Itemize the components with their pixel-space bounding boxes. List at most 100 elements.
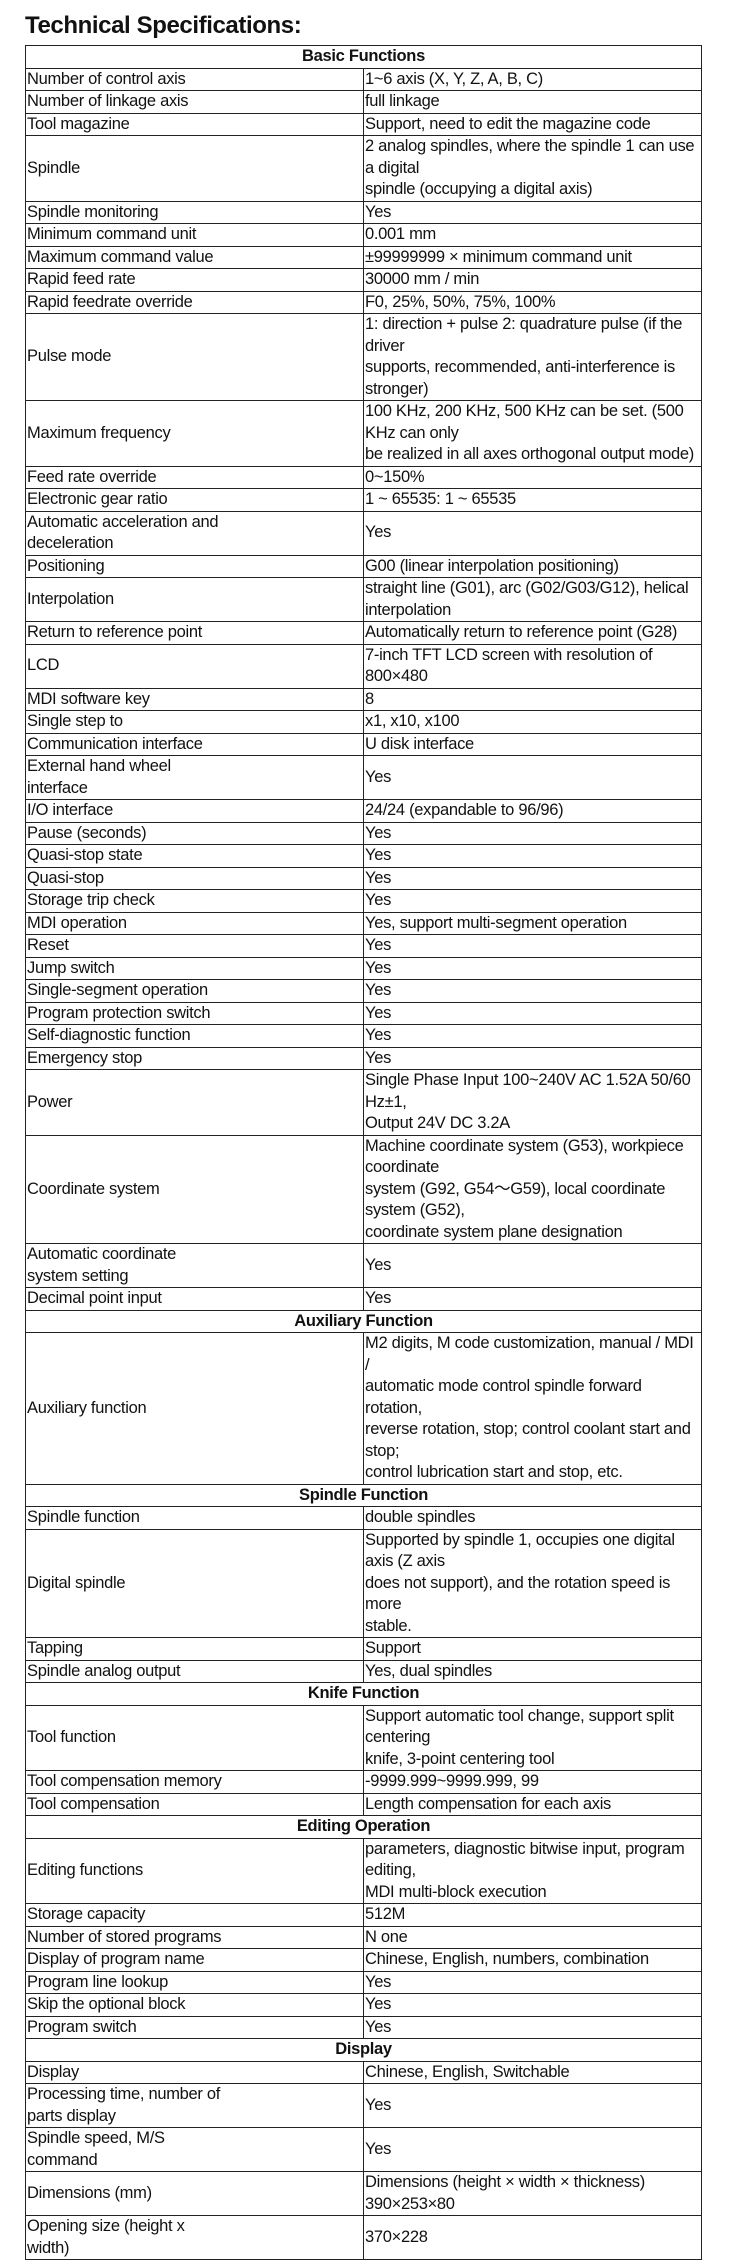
section-heading: Editing Operation: [25, 1815, 702, 1839]
table-row: Power Single Phase Input 100~240V AC 1.52…: [25, 1069, 702, 1136]
section-heading: Spindle Function: [25, 1483, 702, 1507]
spec-name: Tool compensation memory: [25, 1770, 364, 1794]
table-row: Automatic acceleration and deceleration Y…: [25, 510, 702, 556]
spec-value: Support automatic tool change, support s…: [363, 1704, 702, 1771]
table-row: Return to reference point Automatically r…: [25, 621, 702, 645]
spec-value: Yes: [363, 1970, 702, 1994]
spec-name: Program switch: [25, 2015, 364, 2039]
table-row: Skip the optional block Yes: [25, 1993, 702, 2017]
spec-name: Rapid feedrate override: [25, 290, 364, 314]
spec-value: Yes: [363, 1287, 702, 1311]
table-row: LCD 7-inch TFT LCD screen with resolution…: [25, 643, 702, 689]
spec-value: M2 digits, M code customization, manual …: [363, 1332, 702, 1485]
spec-value: ±99999999 × minimum command unit: [363, 245, 702, 269]
table-row: Quasi-stop Yes: [25, 866, 702, 890]
table-row: Rapid feed rate 30000 mm / min: [25, 268, 702, 292]
spec-name: Program line lookup: [25, 1970, 364, 1994]
table-row: Single step to x1, x10, x100: [25, 710, 702, 734]
table-row: Maximum frequency 100 KHz, 200 KHz, 500 K…: [25, 400, 702, 467]
table-row: External hand wheel interface Yes: [25, 755, 702, 800]
table-row: Opening size (height x width) 370×228: [25, 2215, 702, 2260]
spec-value: U disk interface: [363, 732, 702, 756]
section-heading: Knife Function: [25, 1682, 702, 1706]
spec-value: Chinese, English, Switchable: [363, 2060, 702, 2084]
section-heading: Auxiliary Function: [25, 1309, 702, 1333]
spec-name: Tool compensation: [25, 1792, 364, 1816]
spec-name: MDI operation: [25, 911, 364, 935]
table-row: Processing time, number of parts display…: [25, 2083, 702, 2128]
section-header-row: Auxiliary Function: [25, 1309, 702, 1333]
spec-value: full linkage: [363, 90, 702, 114]
spec-value: Support: [363, 1637, 702, 1661]
table-row: Number of stored programs N one: [25, 1925, 702, 1949]
spec-name: Tapping: [25, 1637, 364, 1661]
spec-value: 1 ~ 65535: 1 ~ 65535: [363, 488, 702, 512]
spec-name: Editing functions: [25, 1837, 364, 1904]
spec-value: Yes: [363, 1001, 702, 1025]
table-row: Communication interface U disk interface: [25, 732, 702, 756]
table-row: Single-segment operation Yes: [25, 979, 702, 1003]
spec-name: Decimal point input: [25, 1287, 364, 1311]
table-row: Feed rate override 0~150%: [25, 465, 702, 489]
table-row: Storage capacity 512M: [25, 1903, 702, 1927]
spec-name: Rapid feed rate: [25, 268, 364, 292]
spec-value: Length compensation for each axis: [363, 1792, 702, 1816]
spec-value: Yes: [363, 889, 702, 913]
spec-value: Yes: [363, 1243, 702, 1288]
table-row: Emergency stop Yes: [25, 1046, 702, 1070]
spec-name: Single step to: [25, 710, 364, 734]
section-header-row: Display: [25, 2038, 702, 2062]
spec-value: Yes: [363, 2083, 702, 2128]
spec-value: 1~6 axis (X, Y, Z, A, B, C): [363, 67, 702, 91]
spec-name: Single-segment operation: [25, 979, 364, 1003]
section-heading: Basic Functions: [25, 45, 702, 69]
spec-name: Storage capacity: [25, 1903, 364, 1927]
spec-name: Positioning: [25, 554, 364, 578]
spec-value: G00 (linear interpolation positioning): [363, 554, 702, 578]
spec-value: N one: [363, 1925, 702, 1949]
spec-value: 370×228: [363, 2215, 702, 2260]
spec-name: Maximum command value: [25, 245, 364, 269]
spec-name: I/O interface: [25, 799, 364, 823]
spec-name: Spindle analog output: [25, 1659, 364, 1683]
spec-name: Digital spindle: [25, 1528, 364, 1638]
section-heading: Display: [25, 2038, 702, 2062]
table-row: Automatic coordinate system setting Yes: [25, 1243, 702, 1288]
table-row: Coordinate system Machine coordinate syst…: [25, 1134, 702, 1244]
table-row: Dimensions (mm) Dimensions (height × widt…: [25, 2171, 702, 2216]
spec-name: Spindle function: [25, 1506, 364, 1530]
spec-value: Supported by spindle 1, occupies one dig…: [363, 1528, 702, 1638]
table-row: Display of program name Chinese, English,…: [25, 1948, 702, 1972]
table-row: Rapid feedrate override F0, 25%, 50%, 75%…: [25, 290, 702, 314]
spec-name: Auxiliary function: [25, 1332, 364, 1485]
spec-name: Skip the optional block: [25, 1993, 364, 2017]
spec-value: Yes: [363, 200, 702, 224]
spec-name: Automatic coordinate system setting: [25, 1243, 364, 1288]
spec-value: 1: direction + pulse 2: quadrature pulse…: [363, 313, 702, 401]
spec-value: Yes: [363, 979, 702, 1003]
table-row: Number of linkage axis full linkage: [25, 90, 702, 114]
spec-name: Jump switch: [25, 956, 364, 980]
spec-value: Yes: [363, 1024, 702, 1048]
section-header-row: Knife Function: [25, 1682, 702, 1706]
table-row: Quasi-stop state Yes: [25, 844, 702, 868]
spec-name: Automatic acceleration and deceleration: [25, 510, 364, 556]
spec-name: Spindle: [25, 135, 364, 202]
table-row: Display Chinese, English, Switchable: [25, 2060, 702, 2084]
table-row: Spindle analog output Yes, dual spindles: [25, 1659, 702, 1683]
section-header-row: Editing Operation: [25, 1815, 702, 1839]
spec-name: Quasi-stop: [25, 866, 364, 890]
spec-value: 100 KHz, 200 KHz, 500 KHz can be set. (5…: [363, 400, 702, 467]
table-row: Spindle function double spindles: [25, 1506, 702, 1530]
spec-name: Interpolation: [25, 577, 364, 622]
table-row: Tool compensation Length compensation for…: [25, 1792, 702, 1816]
table-row: Tapping Support: [25, 1637, 702, 1661]
spec-name: Pause (seconds): [25, 821, 364, 845]
spec-name: Spindle monitoring: [25, 200, 364, 224]
spec-name: MDI software key: [25, 687, 364, 711]
spec-value: Support, need to edit the magazine code: [363, 112, 702, 136]
spec-value: Yes: [363, 821, 702, 845]
spec-value: 30000 mm / min: [363, 268, 702, 292]
spec-name: Display: [25, 2060, 364, 2084]
page-title: Technical Specifications:: [25, 12, 302, 39]
